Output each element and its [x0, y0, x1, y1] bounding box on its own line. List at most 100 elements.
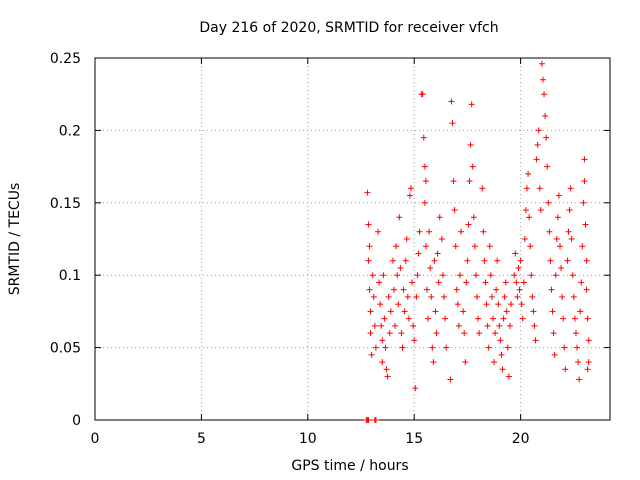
data-point [401, 308, 408, 315]
data-point [479, 185, 486, 192]
data-point [566, 207, 573, 214]
data-point [455, 322, 462, 329]
data-point [494, 257, 501, 264]
tick-labels: 0 5 10 15 20 0 0.05 0.1 0.15 0.2 0.25 [50, 51, 530, 447]
data-point [392, 322, 399, 329]
data-point [543, 134, 550, 141]
data-point [583, 286, 590, 293]
data-point [472, 272, 479, 279]
y-tick-label: 0.25 [50, 51, 81, 67]
data-point [421, 199, 428, 206]
data-point [451, 207, 458, 214]
data-point [582, 221, 589, 228]
data-point [456, 272, 463, 279]
data-point [365, 417, 372, 423]
data-point [522, 207, 529, 214]
data-point [546, 228, 553, 235]
data-point [532, 337, 539, 344]
data-point [578, 279, 585, 286]
plot-border [94, 57, 611, 421]
data-point [502, 279, 509, 286]
data-point [422, 243, 429, 250]
data-point [526, 214, 533, 221]
data-point [496, 322, 503, 329]
data-point [538, 60, 545, 67]
data-point [475, 315, 482, 322]
data-point [439, 272, 446, 279]
data-point [403, 236, 410, 242]
data-point [584, 315, 591, 322]
data-point [387, 308, 394, 315]
data-point [449, 120, 456, 127]
data-point [470, 214, 477, 221]
data-point [365, 257, 372, 264]
data-point [501, 293, 508, 300]
data-point [426, 228, 433, 235]
data-point [367, 330, 374, 337]
data-point [515, 264, 522, 271]
data-point [544, 163, 551, 170]
y-tick-label: 0.15 [50, 196, 81, 212]
data-point [503, 308, 510, 315]
data-point [366, 286, 373, 293]
data-point [366, 243, 373, 250]
y-axis-label: SRMTID / TECUs [7, 183, 23, 296]
data-point [400, 286, 407, 293]
data-point [561, 344, 568, 351]
data-point [486, 243, 493, 250]
data-point [569, 272, 576, 279]
data-point [551, 351, 558, 358]
data-point [416, 228, 423, 235]
data-point [483, 301, 490, 308]
data-point [393, 243, 400, 250]
data-point [369, 272, 376, 279]
data-point [481, 257, 488, 264]
data-point [385, 293, 392, 300]
data-point [575, 359, 582, 366]
data-point [404, 293, 411, 300]
data-point [450, 178, 457, 185]
data-point [565, 228, 572, 235]
data-point [482, 279, 489, 286]
data-point [484, 322, 491, 329]
data-point [462, 359, 469, 366]
data-point [414, 272, 421, 279]
x-tick-label: 5 [197, 431, 206, 447]
data-point [408, 185, 415, 192]
data-point [427, 264, 434, 271]
data-point [409, 279, 416, 286]
data-point [581, 178, 588, 185]
data-point [537, 207, 544, 214]
data-point [411, 337, 418, 344]
data-point [570, 293, 577, 300]
data-point [558, 264, 565, 271]
chart-title: Day 216 of 2020, SRMTID for receiver vfc… [199, 20, 498, 36]
data-point [452, 243, 459, 250]
data-point [571, 315, 578, 322]
data-point [381, 315, 388, 322]
data-point [375, 228, 382, 235]
data-point [464, 257, 471, 264]
data-point [402, 257, 409, 264]
x-tick-label: 20 [512, 431, 530, 447]
data-point [365, 221, 372, 228]
data-point [419, 91, 426, 98]
data-point [405, 315, 412, 322]
data-point [550, 330, 557, 337]
data-point [434, 250, 441, 257]
data-point [410, 322, 417, 329]
data-point [572, 330, 579, 337]
data-point [471, 243, 478, 250]
data-point [432, 308, 439, 315]
data-point [535, 127, 542, 134]
data-point [370, 293, 377, 300]
data-point [390, 286, 397, 293]
data-point [436, 214, 443, 221]
data-point [579, 243, 586, 250]
data-point [468, 101, 475, 108]
data-point [428, 293, 435, 300]
data-point [379, 337, 386, 344]
data-point [495, 301, 502, 308]
data-point [425, 315, 432, 322]
